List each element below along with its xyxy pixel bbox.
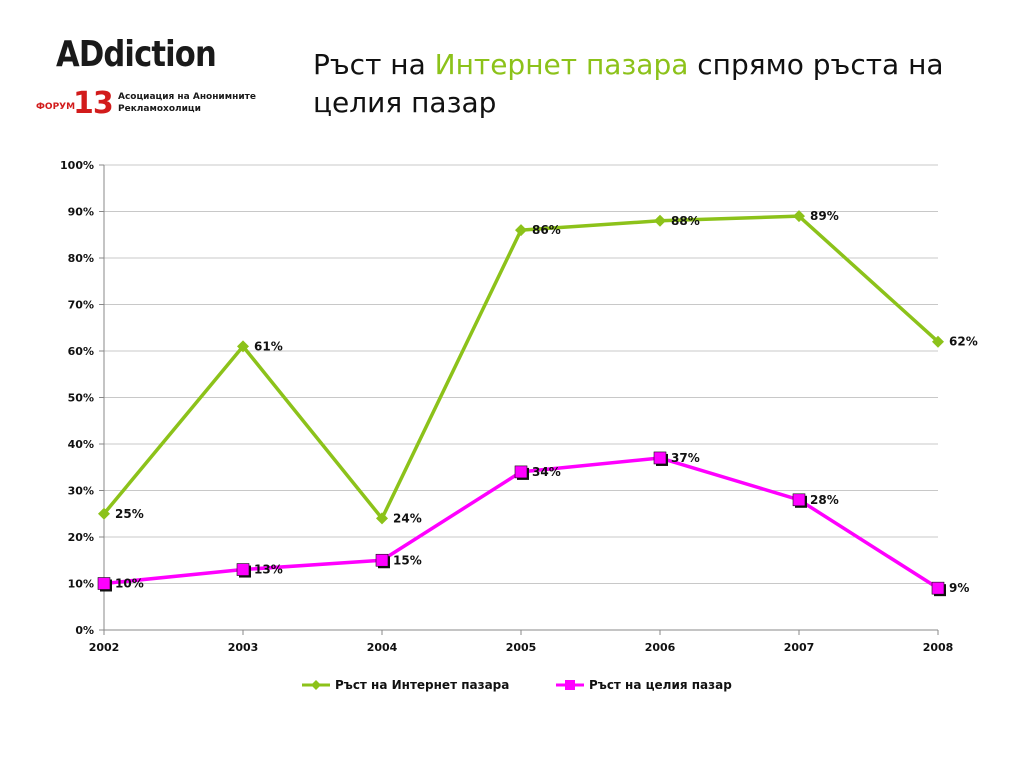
chart-axes — [103, 165, 939, 635]
y-tick-label: 70% — [68, 299, 94, 312]
data-point-square — [931, 581, 945, 595]
data-point-square — [97, 577, 111, 590]
y-tick-label: 50% — [68, 392, 94, 405]
x-axis-tick-labels: 2002 2003 2004 2005 2006 2007 2008 — [89, 641, 954, 654]
data-label: 15% — [393, 553, 422, 567]
data-label: 25% — [115, 507, 144, 521]
legend-marker-diamond — [311, 680, 321, 690]
title-highlight: Интернет пазара — [434, 48, 689, 81]
data-label: 9% — [949, 581, 969, 595]
data-label: 62% — [949, 335, 978, 349]
data-label: 34% — [532, 465, 561, 479]
data-point-square — [375, 553, 389, 567]
logo-subtitle-line1: Асоциация на Анонимните — [118, 92, 256, 102]
x-tick-label: 2002 — [89, 641, 120, 654]
x-tick-label: 2007 — [784, 641, 815, 654]
data-point-diamond — [793, 210, 805, 223]
data-label: 86% — [532, 223, 561, 237]
x-tick-label: 2003 — [228, 641, 259, 654]
slide-title: Ръст на Интернет пазара спрямо ръста на … — [313, 46, 973, 122]
chart-series: 25% 61% 24% 86% 88% 89% 62% 10% 13% 15% 34% 37% 28% 9… — [97, 209, 978, 597]
y-tick-label: 20% — [68, 531, 94, 544]
logo-wordmark: ADdiction — [56, 34, 217, 75]
data-point-diamond — [515, 224, 527, 237]
y-tick-label: 90% — [68, 206, 94, 219]
x-tick-label: 2006 — [645, 641, 676, 654]
series-whole-market: 10% 13% 15% 34% 37% 28% 9% — [97, 451, 969, 597]
data-label: 28% — [810, 493, 839, 507]
y-tick-label: 30% — [68, 485, 94, 498]
data-point-square — [792, 493, 806, 507]
data-label: 37% — [671, 451, 700, 465]
data-point-diamond — [376, 512, 388, 525]
y-axis-tick-labels: 0% 10% 20% 30% 40% 50% 60% 70% 80% 90% 100% — [60, 159, 94, 637]
series-internet-market: 25% 61% 24% 86% 88% 89% 62% — [98, 209, 978, 525]
data-label: 24% — [393, 511, 422, 525]
chart-legend: Ръст на Интернет пазара Ръст на целия паз… — [302, 678, 732, 692]
data-label: 89% — [810, 209, 839, 223]
data-point-diamond — [98, 507, 110, 520]
x-tick-label: 2008 — [923, 641, 954, 654]
data-point-diamond — [654, 214, 666, 227]
data-label: 61% — [254, 339, 283, 353]
x-tick-label: 2004 — [367, 641, 398, 654]
data-label: 10% — [115, 577, 144, 591]
logo-forum-label: ФОРУМ — [36, 102, 76, 112]
y-tick-label: 0% — [75, 624, 94, 637]
y-tick-label: 10% — [68, 578, 94, 591]
y-tick-label: 60% — [68, 345, 94, 358]
data-label: 88% — [671, 214, 700, 228]
logo-subtitle-line2: Рекламохолици — [118, 104, 201, 114]
x-tick-label: 2005 — [506, 641, 537, 654]
data-point-diamond — [932, 335, 944, 348]
data-point-diamond — [237, 340, 249, 353]
legend-label: Ръст на целия пазар — [589, 678, 732, 692]
y-tick-label: 100% — [60, 159, 94, 172]
title-part1: Ръст на — [313, 48, 435, 81]
y-tick-label: 40% — [68, 438, 94, 451]
data-point-square — [653, 451, 667, 465]
legend-label: Ръст на Интернет пазара — [335, 678, 509, 692]
title-part2: спрямо ръста на целия пазар — [313, 48, 944, 119]
data-point-square — [236, 563, 250, 576]
data-point-square — [514, 465, 528, 479]
data-label: 13% — [254, 563, 283, 577]
addiction-logo: ADdiction ФОРУМ 13 Асоциация на Анонимни… — [28, 34, 258, 124]
legend-marker-square — [565, 680, 575, 690]
y-tick-label: 80% — [68, 252, 94, 265]
logo-forum-number: 13 — [73, 86, 114, 121]
